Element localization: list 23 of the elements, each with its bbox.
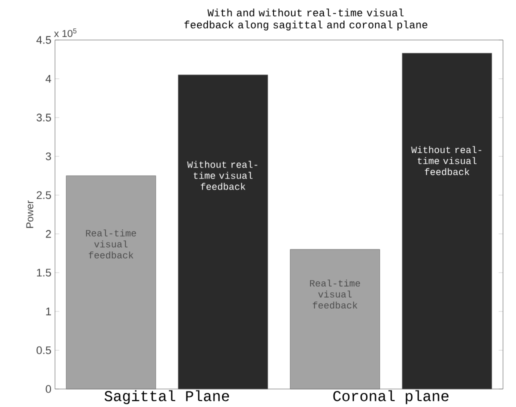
x-tick-label: Coronal plane [333, 390, 449, 404]
y-tick-label: 4 [46, 75, 52, 83]
y-tick-label: 0.5 [36, 346, 51, 354]
bar [402, 52, 492, 390]
bar [178, 74, 268, 390]
y-tick-label: 2.5 [36, 191, 51, 200]
y-tick-label: 0 [46, 385, 52, 393]
y-tick-label: 3.5 [36, 114, 51, 122]
x-tick-label: Sagittal Plane [104, 390, 230, 404]
chart-title: With and without real-time visual feedback along sagittal and coronal plane [184, 8, 428, 30]
bar [66, 176, 156, 390]
text: Without real-time visual feedback [187, 160, 258, 190]
series-label: Without real-time visual feedback [411, 146, 482, 176]
text: Real-time visual feedback [310, 280, 360, 309]
y-tick-label: 4.5 [36, 36, 51, 44]
text: x 10$^{5}$ [54, 28, 76, 38]
y-tick-label: 1.5 [37, 268, 51, 277]
series-label: Real-time visual feedback [86, 229, 136, 258]
bar [290, 249, 380, 390]
y-axis-title: Power [26, 200, 34, 228]
y-tick-label: 2 [46, 230, 51, 238]
y-tick-label: 3 [46, 152, 51, 160]
y-tick-label: 1 [46, 308, 51, 316]
